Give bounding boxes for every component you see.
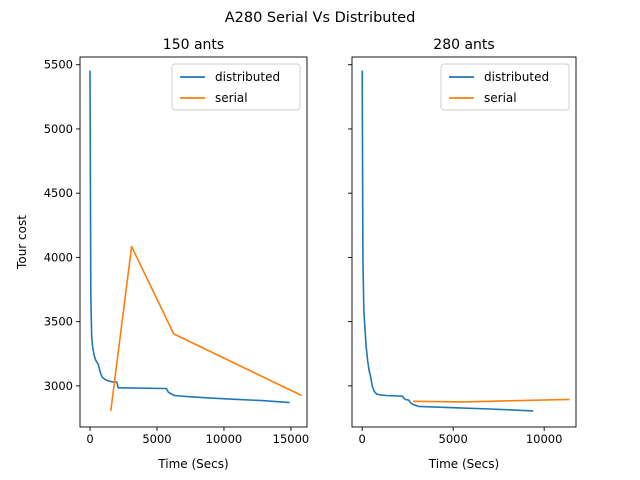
subplot-280-ants: 280 ants 0 5000 10000 Time (Secs) distributed… (348, 37, 577, 471)
figure-title: A280 Serial Vs Distributed (225, 10, 416, 26)
y-axis-label: Tour cost (15, 215, 29, 270)
legend: distributed serial (440, 63, 570, 111)
subplot-title: 280 ants (433, 37, 494, 53)
legend-label-distributed: distributed (484, 70, 549, 84)
y-tick-label: 5000 (44, 122, 73, 136)
series-line-serial (110, 245, 302, 412)
legend-label-serial: serial (484, 91, 517, 105)
axes-frame (351, 56, 577, 428)
y-tick-label: 4500 (44, 186, 73, 200)
x-tick-label: 10000 (206, 432, 243, 446)
x-tick-label: 0 (86, 432, 93, 446)
x-axis-label: Time (Secs) (428, 457, 499, 471)
y-tick-label: 4000 (44, 250, 73, 264)
series-line-distributed (361, 70, 534, 412)
legend-label-serial: serial (215, 91, 248, 105)
y-tick-label: 3000 (44, 379, 73, 393)
series-line-serial (413, 398, 570, 403)
x-tick-label: 5000 (142, 432, 171, 446)
subplot-150-ants: 150 ants 0 5000 10000 15000 3000 3500 4000 4500 5… (15, 37, 309, 471)
legend: distributed serial (171, 63, 301, 111)
x-tick-label: 10000 (526, 432, 563, 446)
legend-label-distributed: distributed (215, 70, 280, 84)
series-line-distributed (89, 70, 290, 404)
y-tick-label: 3500 (44, 315, 73, 329)
subplot-title: 150 ants (163, 37, 224, 53)
x-tick-label: 15000 (273, 432, 310, 446)
axes-frame (79, 56, 308, 428)
x-tick-label: 5000 (439, 432, 468, 446)
y-tick-label: 5500 (44, 58, 73, 72)
x-tick-label: 0 (359, 432, 366, 446)
x-axis-label: Time (Secs) (157, 457, 228, 471)
